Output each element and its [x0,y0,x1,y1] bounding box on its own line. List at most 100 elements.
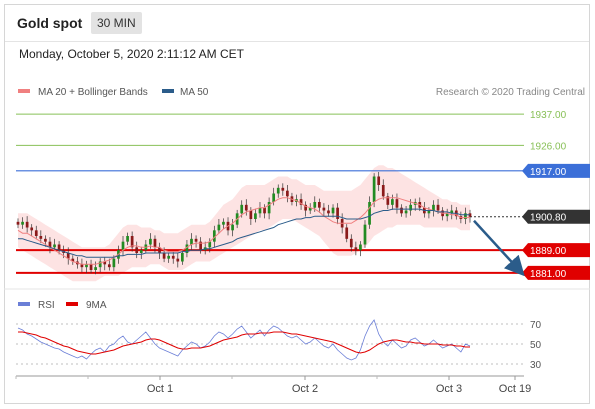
chart-widget: Gold spot 30 MIN Monday, October 5, 2020… [4,4,590,404]
candle-body [409,204,413,211]
candle-body [217,224,221,231]
candle-body [135,247,139,253]
candle-body [368,202,371,225]
candle-body [308,207,312,211]
candle-body [432,204,435,211]
candle-body [66,253,70,259]
timestamp: Monday, October 5, 2020 2:11:12 AM CET [19,47,245,61]
x-tick-label-1: Oct 2 [292,383,318,395]
rsi-tick-50: 50 [530,340,542,351]
candle-body [381,185,385,197]
candle-body [263,207,266,214]
ma50-line [18,208,470,258]
candle-body [21,221,24,225]
ma20-line [17,197,470,265]
x-tick-label-2: Oct 3 [436,383,462,395]
candle-body [208,241,212,248]
candle-body [386,196,390,205]
candle-body [222,221,225,225]
candle-body [103,261,107,265]
candle-body [107,264,111,268]
candle-body [450,210,454,214]
candle-body [176,258,180,262]
candle-body [121,241,125,251]
level-label-2: 1917.00 [530,167,567,178]
candle-body [395,199,399,208]
candle-body [304,204,307,211]
candle-body [322,207,326,211]
candle-body [445,213,449,217]
legend-swatch-9ma [66,302,78,306]
main-legend: MA 20 + Bollinger Bands MA 50 Research ©… [18,87,585,98]
candle-body [162,253,166,259]
instrument-title: Gold spot [17,15,83,31]
legend-swatch-ma50 [162,89,174,93]
legend-label-ma50: MA 50 [180,87,209,98]
candle-body [436,204,440,211]
candle-body [244,204,248,211]
candle-body [44,238,47,242]
candle-body [126,236,129,242]
candle-body [313,202,317,208]
chart-header: Gold spot 30 MIN [5,5,589,42]
interval-button[interactable]: 30 MIN [91,12,142,34]
candle-body [39,236,43,239]
candle-body [85,264,88,268]
candle-body [464,213,467,219]
research-credit: Research © 2020 Trading Central [436,87,585,98]
candle-body [48,241,52,248]
x-tick-label-0: Oct 1 [147,383,173,395]
candle-body [139,250,143,253]
candle-body [317,202,321,208]
candle-body [153,238,157,248]
rsi-tick-70: 70 [530,320,542,331]
candle-body [89,264,93,270]
rsi-tick-30: 30 [530,360,542,371]
candle-body [272,193,276,202]
candle-body [190,238,193,245]
candle-body [363,224,367,245]
candle-body [57,244,61,251]
rsi-line [17,319,471,361]
legend-label-9ma: 9MA [86,300,107,311]
candle-body [372,176,376,202]
candle-body [112,258,116,268]
level-label-box-4 [522,243,590,258]
candle-body [181,253,184,262]
candle-body [377,176,381,185]
legend-label-rsi: RSI [38,300,55,311]
level-label-box-2 [522,163,590,178]
candle-body [240,204,244,214]
candle-body [158,247,161,253]
candle-body [400,207,403,214]
candle-body [331,207,335,214]
candle-body [427,210,431,214]
legend-label-bollinger: MA 20 + Bollinger Bands [38,87,148,98]
candle-body [80,264,84,268]
x-tick-label-3: Oct 19 [499,383,531,395]
candle-body [254,213,257,219]
candle-body [194,238,198,242]
candle-body [71,258,75,262]
legend-swatch-bollinger [18,89,30,93]
level-label-3: 1900.80 [530,213,567,224]
candle-body [199,241,202,251]
candle-body [34,230,38,236]
level-label-1: 1926.00 [530,141,567,152]
candle-body [130,236,134,248]
candle-body [267,202,271,214]
candle-body [258,207,262,214]
candle-body [167,255,171,259]
level-label-5: 1881.00 [530,269,567,280]
candle-body [16,221,20,225]
candle-body [404,210,408,214]
level-label-4: 1889.00 [530,246,567,257]
level-label-box-5 [522,265,590,280]
candle-body [359,244,362,251]
candle-body [286,190,289,197]
rsi-plot: 70 50 30 [16,319,542,371]
candle-body [345,227,349,239]
candle-body [185,244,189,253]
level-label-0: 1937.00 [530,110,567,121]
